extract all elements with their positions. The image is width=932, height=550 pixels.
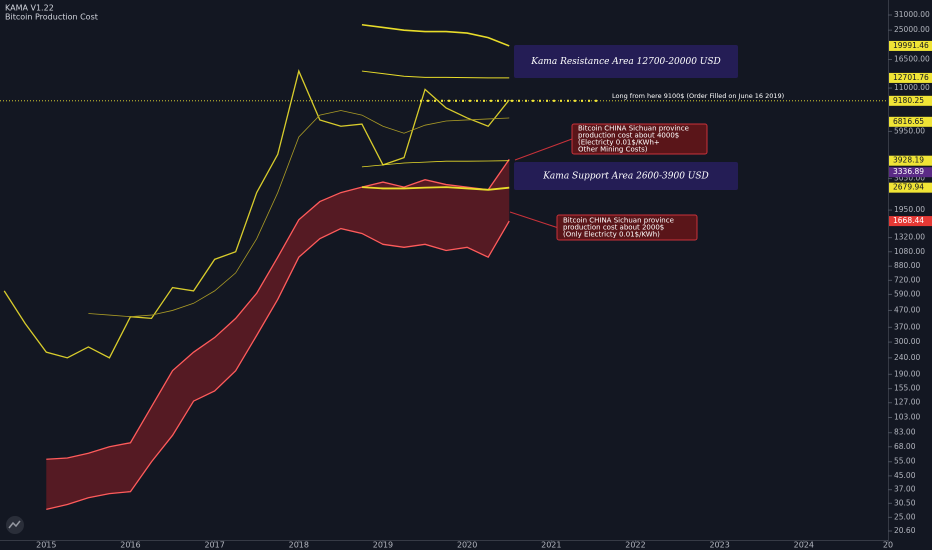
annotation-text: Long from here 9100$ (Order Filled on Ju… — [612, 92, 784, 100]
annotation-arrow — [514, 138, 573, 161]
price-marker-label: 19991.46 — [893, 41, 929, 50]
y-tick-label: 880.00 — [894, 261, 920, 270]
y-tick-label: 1950.00 — [894, 205, 925, 214]
annotation-text: Kama Support Area 2600-3900 USD — [542, 172, 709, 182]
x-tick-label: 2022 — [625, 541, 645, 550]
y-tick-label: 55.00 — [894, 457, 916, 466]
y-tick-label: 155.00 — [894, 384, 920, 393]
x-tick-label: 2020 — [457, 541, 477, 550]
y-tick-label: 11000.00 — [894, 83, 930, 92]
annotation-text: (Only Electricty 0.01$/KWh) — [563, 231, 660, 239]
y-tick-label: 190.00 — [894, 369, 920, 378]
annotation-box — [571, 123, 708, 155]
y-tick-label: 30.50 — [894, 498, 916, 507]
y-tick-label: 1080.00 — [894, 247, 925, 256]
annotation-box — [514, 45, 738, 78]
plot — [3, 23, 510, 510]
x-tick-label: 2018 — [289, 541, 309, 550]
price-marker — [889, 116, 932, 127]
annotation-box — [556, 214, 698, 241]
x-tick-label: 20 — [883, 541, 893, 550]
y-tick-label: 370.00 — [894, 322, 920, 331]
y-tick-label: 720.00 — [894, 275, 920, 284]
y-tick-label: 45.00 — [894, 471, 916, 480]
series-line — [361, 70, 510, 79]
annotation-text: (Electricty 0.01$/KWh+ — [578, 139, 660, 147]
x-tick-label: 2015 — [36, 541, 56, 550]
y-tick-label: 37.00 — [894, 485, 916, 494]
annotation-text: Kama Resistance Area 12700-20000 USD — [530, 57, 721, 67]
series-line — [46, 220, 510, 510]
x-tick-label: 2023 — [709, 541, 729, 550]
y-tick-label: 5950.00 — [894, 126, 925, 135]
y-tick-label: 127.00 — [894, 398, 920, 407]
price-marker-label: 3336.89 — [893, 167, 924, 176]
y-tick-label: 25000.00 — [894, 25, 930, 34]
y-tick-label: 1320.00 — [894, 233, 925, 242]
x-tick-label: 2024 — [794, 541, 814, 550]
price-marker — [889, 155, 932, 166]
price-marker-label: 1668.44 — [893, 216, 924, 225]
series-line — [88, 110, 510, 318]
y-tick-label: 31000.00 — [894, 10, 930, 19]
annotation-text: Bitcoin CHINA Sichuan province — [563, 217, 674, 225]
series-line — [3, 69, 510, 359]
price-marker-label: 2679.94 — [893, 183, 924, 192]
y-tick-label: 103.00 — [894, 412, 920, 421]
y-tick-label: 83.00 — [894, 428, 916, 437]
annotation-text: production cost about 2000$ — [563, 224, 664, 232]
price-marker-label: 6816.65 — [893, 117, 924, 126]
price-marker — [889, 95, 932, 106]
price-marker — [889, 167, 932, 178]
x-tick-label: 2016 — [120, 541, 140, 550]
y-tick-label: 20.60 — [894, 526, 916, 535]
price-marker — [889, 216, 932, 227]
price-marker — [889, 182, 932, 193]
y-tick-label: 300.00 — [894, 337, 920, 346]
price-marker-label: 12701.76 — [893, 73, 929, 82]
y-tick-label: 16500.00 — [894, 54, 930, 63]
annotation-box — [514, 162, 738, 190]
price-marker-label: 3928.19 — [893, 156, 924, 165]
annotation-text: production cost about 4000$ — [578, 132, 679, 140]
y-tick-label: 68.00 — [894, 442, 916, 451]
price-marker — [889, 40, 932, 51]
annotation-arrow — [509, 211, 558, 228]
annotation-text: Bitcoin CHINA Sichuan province — [578, 125, 689, 133]
y-tick-label: 590.00 — [894, 289, 920, 298]
indicator-name: KAMA V1.22 — [5, 4, 54, 13]
y-tick-label: 470.00 — [894, 305, 920, 314]
y-tick-label: 240.00 — [894, 353, 920, 362]
series-line — [46, 159, 510, 460]
price-marker — [889, 72, 932, 83]
y-tick-label: 25.00 — [894, 512, 916, 521]
x-tick-label: 2017 — [204, 541, 224, 550]
series-line — [361, 23, 510, 47]
x-tick-label: 2021 — [541, 541, 561, 550]
price-marker-label: 9180.25 — [893, 96, 924, 105]
series-line — [361, 160, 510, 168]
logo-icon — [8, 520, 21, 529]
y-tick-label: 3050.00 — [894, 174, 925, 183]
series-line — [361, 186, 510, 191]
annotation-text: Other Mining Costs) — [578, 146, 648, 154]
x-tick-label: 2019 — [373, 541, 393, 550]
cost-band — [46, 159, 510, 510]
indicator-subtitle: Bitcoin Production Cost — [5, 13, 98, 22]
